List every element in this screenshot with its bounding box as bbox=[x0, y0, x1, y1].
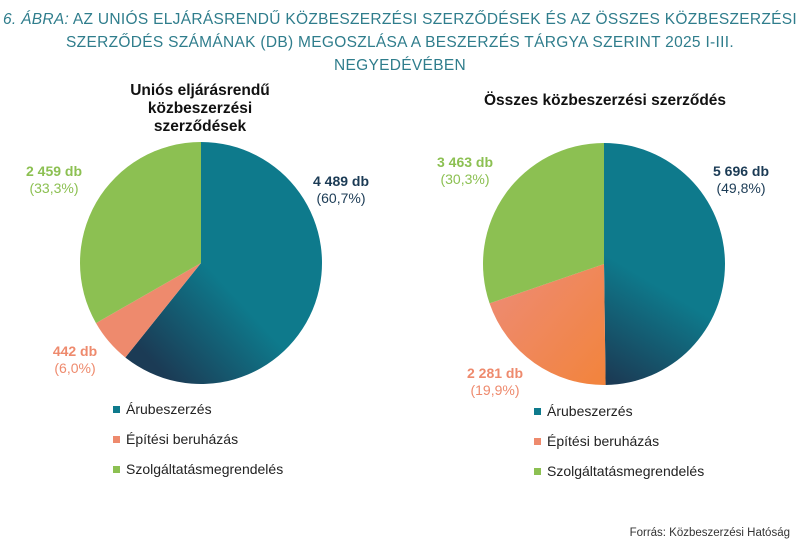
legend-swatch bbox=[534, 437, 541, 445]
legend-item-szolgaltatas: Szolgáltatásmegrendelés bbox=[113, 454, 283, 484]
legend-label: Szolgáltatásmegrendelés bbox=[547, 463, 705, 479]
pie1-slice-3 bbox=[79, 142, 201, 324]
legend-chart2: Árubeszerzés Építési beruházás Szolgálta… bbox=[534, 396, 704, 486]
legend-label: Árubeszerzés bbox=[547, 403, 633, 419]
legend-item-arubeszerzes: Árubeszerzés bbox=[113, 394, 283, 424]
legend-item-epitesi: Építési beruházás bbox=[113, 424, 283, 454]
pie1-percent-label-3: (33,3%) bbox=[29, 180, 78, 196]
chart1-title: Uniós eljárásrendű közbeszerzési szerződ… bbox=[100, 82, 300, 136]
pie1-value-label-2: 442 db bbox=[53, 343, 97, 359]
figure-title-line2: SZERZŐDÉS SZÁMÁNAK (DB) MEGOSZLÁSA A BES… bbox=[66, 34, 734, 74]
pie2-percent-label-2: (19,9%) bbox=[470, 382, 519, 398]
figure-label: 6. ÁBRA: bbox=[2, 11, 70, 28]
legend-label: Árubeszerzés bbox=[126, 401, 212, 417]
pie2-slice-1 bbox=[604, 143, 725, 385]
figure-title-line1: AZ UNIÓS ELJÁRÁSRENDŰ KÖZBESZERZÉSI SZER… bbox=[72, 11, 798, 28]
chart1-title-line1: Uniós eljárásrendű bbox=[130, 82, 270, 99]
pie2-percent-label-3: (30,3%) bbox=[440, 171, 489, 187]
pie1-value-label-1: 4 489 db bbox=[313, 173, 369, 189]
pie2-percent-label-1: (49,8%) bbox=[716, 180, 765, 196]
legend-item-epitesi: Építési beruházás bbox=[534, 426, 704, 456]
pie1-value-label-3: 2 459 db bbox=[26, 163, 82, 179]
legend-item-szolgaltatas: Szolgáltatásmegrendelés bbox=[534, 456, 704, 486]
chart2-title: Összes közbeszerzési szerződés bbox=[483, 92, 727, 109]
pie1-percent-label-2: (6,0%) bbox=[54, 360, 95, 376]
legend-label: Építési beruházás bbox=[126, 431, 239, 447]
pie1-slice-1 bbox=[125, 142, 323, 385]
pie2-slice-2 bbox=[489, 264, 606, 386]
figure-title: 6. ÁBRA: AZ UNIÓS ELJÁRÁSRENDŰ KÖZBESZER… bbox=[0, 8, 800, 77]
legend-chart1: Árubeszerzés Építési beruházás Szolgálta… bbox=[113, 394, 283, 484]
legend-label: Szolgáltatásmegrendelés bbox=[126, 461, 284, 477]
source-note: Forrás: Közbeszerzési Hatóság bbox=[629, 527, 790, 539]
legend-swatch bbox=[113, 435, 120, 443]
pie2-slice-3 bbox=[483, 143, 604, 304]
legend-label: Építési beruházás bbox=[547, 433, 660, 449]
legend-swatch bbox=[534, 407, 541, 415]
pie1-slice-2 bbox=[95, 263, 201, 358]
pie2-value-label-1: 5 696 db bbox=[713, 163, 769, 179]
chart1-title-line2: közbeszerzési szerződések bbox=[147, 100, 253, 135]
legend-item-arubeszerzes: Árubeszerzés bbox=[534, 396, 704, 426]
pie2-value-label-2: 2 281 db bbox=[467, 365, 523, 381]
pie2-value-label-3: 3 463 db bbox=[437, 154, 493, 170]
legend-swatch bbox=[113, 405, 120, 413]
legend-swatch bbox=[113, 465, 120, 473]
pie1-percent-label-1: (60,7%) bbox=[316, 190, 365, 206]
legend-swatch bbox=[534, 467, 541, 475]
